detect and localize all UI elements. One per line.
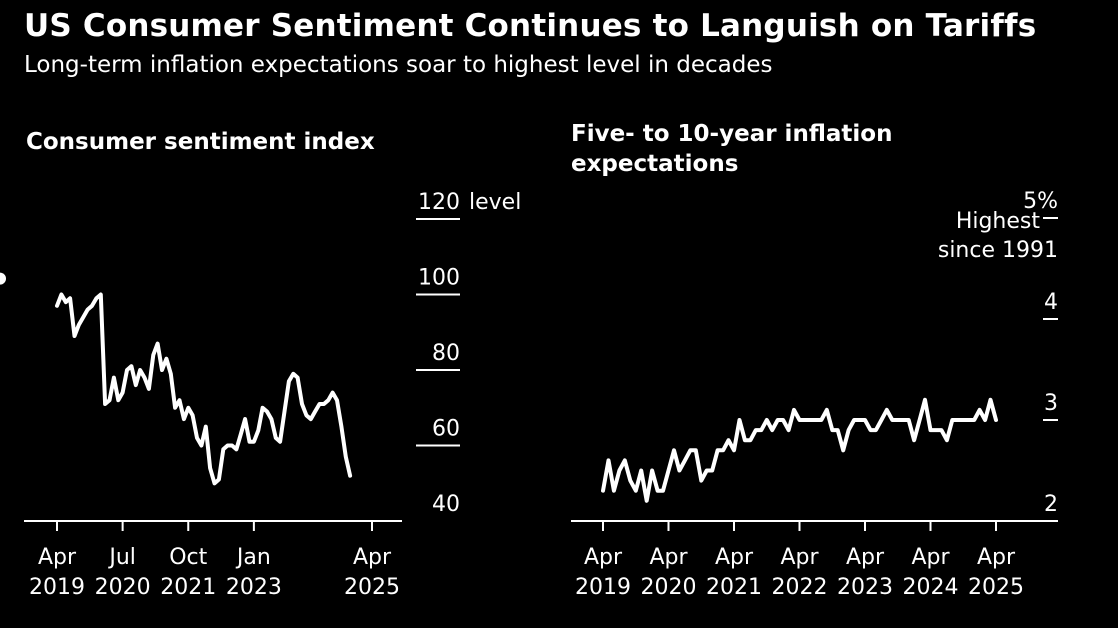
left-y-tick-label: 100: [418, 266, 460, 291]
right-x-tick-label: Apr: [649, 545, 688, 570]
right-x-tick-label: 2023: [837, 575, 893, 600]
right-x-tick-label: 2022: [772, 575, 828, 600]
left-y-tick-label: 60: [432, 417, 460, 442]
right-y-tick-label: 5%: [1023, 189, 1058, 214]
left-x-tick-label: 2021: [160, 575, 216, 600]
left-y-tick-label: 40: [432, 492, 460, 517]
left-x-tick-label: 2023: [226, 575, 282, 600]
right-x-tick-label: Apr: [715, 545, 754, 570]
left-x-tick-label: Jul: [107, 545, 136, 570]
left-x-tick-label: Oct: [169, 545, 207, 570]
left-x-tick-label: 2025: [344, 575, 400, 600]
sentiment-series-line: [55, 292, 353, 486]
right-x-tick-label: 2020: [641, 575, 697, 600]
right-y-tick-label: 2: [1044, 492, 1058, 517]
chart-subtitle: Long-term inflation expectations soar to…: [24, 52, 773, 78]
left-x-tick-label: 2019: [29, 575, 85, 600]
right-x-tick-label: Apr: [584, 545, 623, 570]
left-y-axis-unit: level: [469, 190, 521, 215]
annotation-line-1: Highest: [956, 209, 1041, 234]
right-x-tick-label: Apr: [977, 545, 1016, 570]
right-x-tick-label: 2025: [968, 575, 1024, 600]
left-y-tick-label: 80: [432, 341, 460, 366]
right-panel-title: Five- to 10-year inflation expectations: [571, 121, 893, 177]
series-endpoint-marker: [0, 272, 6, 285]
chart-title: US Consumer Sentiment Continues to Langu…: [24, 8, 1037, 44]
right-x-tick-label: 2021: [706, 575, 762, 600]
right-x-tick-label: Apr: [780, 545, 819, 570]
annotation-line-2: since 1991: [938, 238, 1058, 263]
right-x-tick-label: Apr: [911, 545, 950, 570]
left-panel-title: Consumer sentiment index: [26, 129, 375, 155]
inflation-series-line: [601, 397, 998, 503]
right-y-tick-label: 4: [1044, 290, 1058, 315]
right-x-tick-label: 2019: [575, 575, 631, 600]
left-x-tick-label: Apr: [38, 545, 77, 570]
right-y-tick-label: 3: [1044, 391, 1058, 416]
left-y-tick-label: 120: [418, 190, 460, 215]
right-x-tick-label: 2024: [903, 575, 959, 600]
right-x-tick-label: Apr: [846, 545, 885, 570]
left-x-tick-label: Apr: [353, 545, 392, 570]
left-x-tick-label: 2020: [95, 575, 151, 600]
left-x-tick-label: Jan: [235, 545, 271, 570]
